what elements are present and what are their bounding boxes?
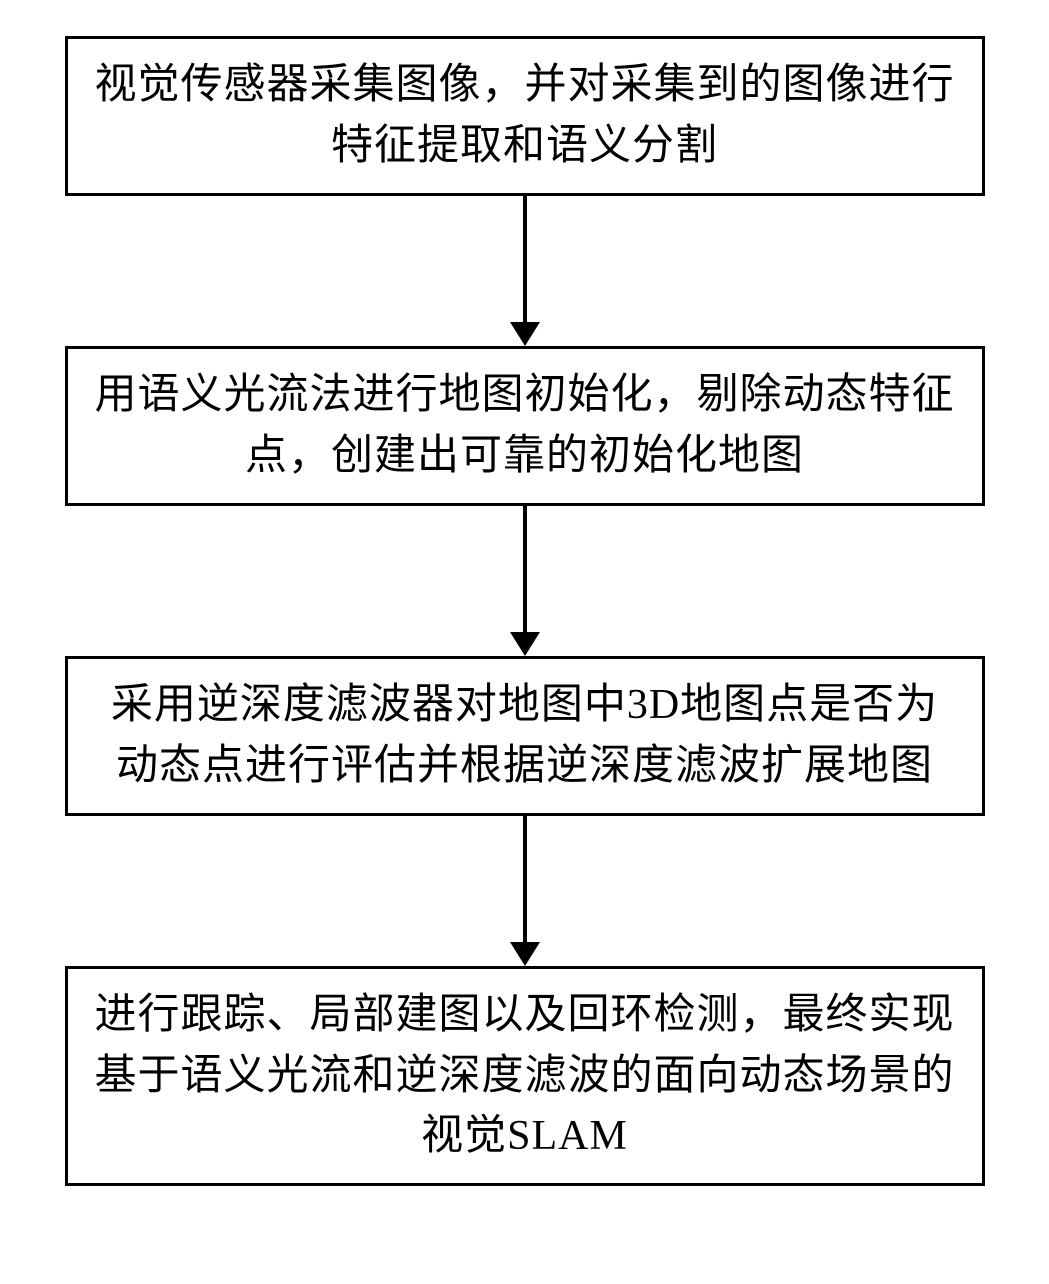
flow-node-step3-text: 采用逆深度滤波器对地图中3D地图点是否为动态点进行评估并根据逆深度滤波扩展地图 <box>68 657 982 815</box>
arrow-head-icon <box>510 942 540 966</box>
arrow-shaft <box>523 196 527 323</box>
arrow-shaft <box>523 816 527 943</box>
arrow-shaft <box>523 506 527 633</box>
arrow-head-icon <box>510 322 540 346</box>
flow-node-step2-text: 用语义光流法进行地图初始化，剔除动态特征点，创建出可靠的初始化地图 <box>68 347 982 505</box>
flow-arrow-3 <box>510 816 540 966</box>
flow-node-step4: 进行跟踪、局部建图以及回环检测，最终实现基于语义光流和逆深度滤波的面向动态场景的… <box>65 966 985 1186</box>
flow-node-step3: 采用逆深度滤波器对地图中3D地图点是否为动态点进行评估并根据逆深度滤波扩展地图 <box>65 656 985 816</box>
flow-node-step1-text: 视觉传感器采集图像，并对采集到的图像进行特征提取和语义分割 <box>68 37 982 195</box>
arrow-head-icon <box>510 632 540 656</box>
flow-node-step1: 视觉传感器采集图像，并对采集到的图像进行特征提取和语义分割 <box>65 36 985 196</box>
flow-arrow-2 <box>510 506 540 656</box>
flowchart-container: 视觉传感器采集图像，并对采集到的图像进行特征提取和语义分割 用语义光流法进行地图… <box>65 36 985 1186</box>
flow-node-step2: 用语义光流法进行地图初始化，剔除动态特征点，创建出可靠的初始化地图 <box>65 346 985 506</box>
flow-node-step4-text: 进行跟踪、局部建图以及回环检测，最终实现基于语义光流和逆深度滤波的面向动态场景的… <box>68 967 982 1186</box>
flow-arrow-1 <box>510 196 540 346</box>
